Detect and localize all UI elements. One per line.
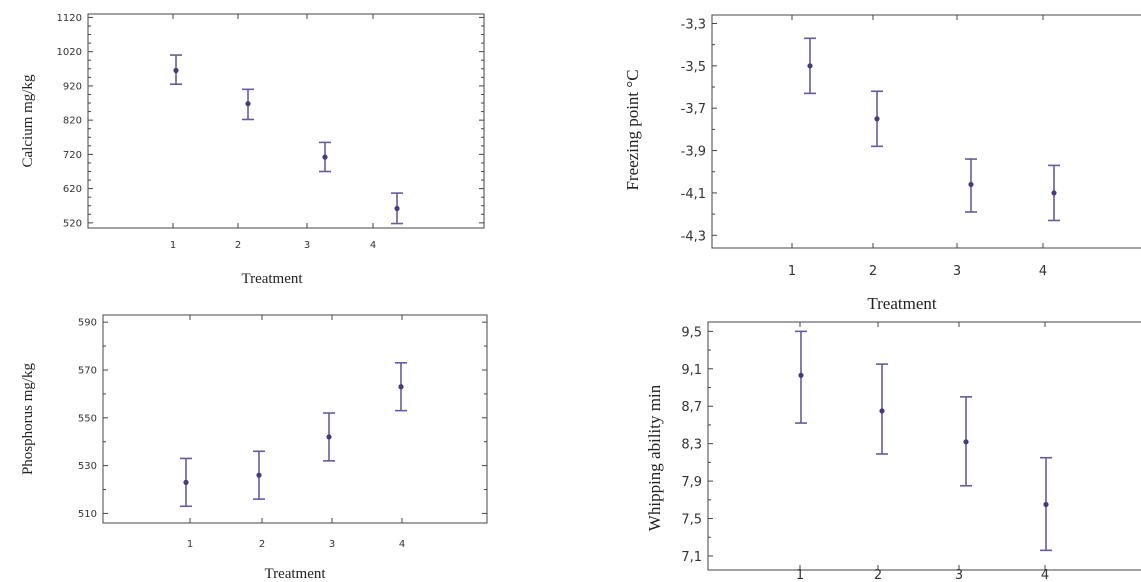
mean-point <box>394 205 400 212</box>
x-tick-label: 4 <box>1039 264 1047 279</box>
x-tick-label: 3 <box>955 568 963 582</box>
mean-point <box>798 372 804 378</box>
y-tick-label: 590 <box>78 318 97 329</box>
y-tick-label: -3,7 <box>681 102 706 117</box>
error-bars <box>170 54 403 225</box>
x-tick-label: 3 <box>304 240 310 251</box>
y-tick-label: -3,9 <box>681 145 706 160</box>
x-tick-label: 3 <box>329 539 335 550</box>
x-tick-label: 4 <box>1041 568 1049 582</box>
x-tick-label: 1 <box>788 264 796 279</box>
panel-phosphorus: 510 530 550 570 590 1 2 3 4 Treatment Phosphoru… <box>20 314 488 582</box>
y-tick-label: 920 <box>63 81 82 92</box>
y-tick-label: 620 <box>63 184 82 195</box>
y-tick-label: 520 <box>63 218 82 229</box>
plot-frame <box>102 314 488 524</box>
y-tick-label: -4,3 <box>681 229 706 244</box>
plot-frame <box>707 321 1141 571</box>
mean-point <box>963 439 969 445</box>
mean-point <box>968 181 974 188</box>
x-axis-title: Treatment <box>241 271 303 287</box>
y-axis-title: Phosphorus mg/kg <box>20 362 36 475</box>
y-tick-label: 530 <box>78 461 97 472</box>
mean-point <box>398 384 404 390</box>
plot-frame <box>711 14 1141 249</box>
x-tick-label: 2 <box>259 539 265 550</box>
panel-whipping-ability: 7,1 7,5 7,9 8,3 8,7 9,1 9,5 1 2 3 4 Whipping abil… <box>645 321 1141 582</box>
mean-point <box>322 154 328 160</box>
y-tick-label: -3,5 <box>681 60 706 75</box>
y-tick-label: 8,3 <box>681 438 702 453</box>
x-ticks: 1 2 3 4 <box>170 14 376 251</box>
mean-point <box>326 434 332 440</box>
mean-point <box>807 63 813 69</box>
y-tick-label: 820 <box>63 116 82 127</box>
x-tick-label: 1 <box>187 539 193 550</box>
mean-point <box>879 408 885 414</box>
y-ticks: 510 530 550 570 590 <box>78 318 487 520</box>
x-ticks: 1 2 3 4 <box>187 315 405 550</box>
y-tick-label: 9,1 <box>681 363 702 378</box>
x-tick-label: 2 <box>874 568 882 582</box>
x-tick-label: 4 <box>370 240 376 251</box>
x-tick-label: 1 <box>796 568 804 582</box>
x-tick-label: 2 <box>869 264 877 279</box>
y-tick-label: 7,5 <box>681 513 702 528</box>
x-tick-label: 3 <box>953 264 961 279</box>
mean-point <box>256 472 262 478</box>
error-bars <box>180 362 407 508</box>
y-tick-label: 720 <box>63 150 82 161</box>
y-axis-title: Whipping ability min <box>645 384 664 531</box>
mean-point <box>874 116 880 122</box>
x-ticks: 1 2 3 4 <box>796 322 1049 582</box>
y-ticks: 520 620 720 820 920 1020 1120 <box>57 13 484 229</box>
y-axis-title: Freezing point °C <box>623 69 642 190</box>
mean-point <box>173 67 179 74</box>
y-tick-label: 570 <box>78 365 97 376</box>
y-ticks: -3,3 -3,5 -3,7 -3,9 -4,1 -4,3 <box>681 17 717 244</box>
y-tick-label: 550 <box>78 413 97 424</box>
y-tick-label: 1120 <box>57 13 82 24</box>
x-tick-label: 2 <box>235 240 241 251</box>
error-bars <box>795 330 1052 552</box>
x-axis-title: Treatment <box>264 566 326 582</box>
plot-frame <box>87 13 485 229</box>
y-tick-label: 7,9 <box>681 475 702 490</box>
y-tick-label: 7,1 <box>681 550 702 565</box>
y-tick-label: 9,5 <box>681 325 702 340</box>
y-tick-label: 8,7 <box>681 400 702 415</box>
y-tick-label: -4,1 <box>681 187 706 202</box>
mean-point <box>1043 501 1049 508</box>
panel-calcium: 520 620 720 820 920 1020 1120 1 2 3 4 Treatment C… <box>20 13 485 287</box>
mean-point <box>183 479 189 485</box>
y-tick-label: -3,3 <box>681 17 706 32</box>
y-ticks: 7,1 7,5 7,9 8,3 8,7 9,1 9,5 <box>681 325 713 565</box>
mean-point <box>245 101 251 107</box>
x-tick-label: 4 <box>399 539 405 550</box>
error-bars <box>804 37 1060 222</box>
y-tick-label: 510 <box>78 509 97 520</box>
y-tick-label: 1020 <box>57 47 82 58</box>
y-axis-title: Calcium mg/kg <box>20 74 36 167</box>
x-axis-title: Treatment <box>867 294 937 313</box>
x-ticks: 1 2 3 4 <box>788 15 1047 279</box>
x-tick-label: 1 <box>170 240 176 251</box>
mean-point <box>1051 190 1057 196</box>
